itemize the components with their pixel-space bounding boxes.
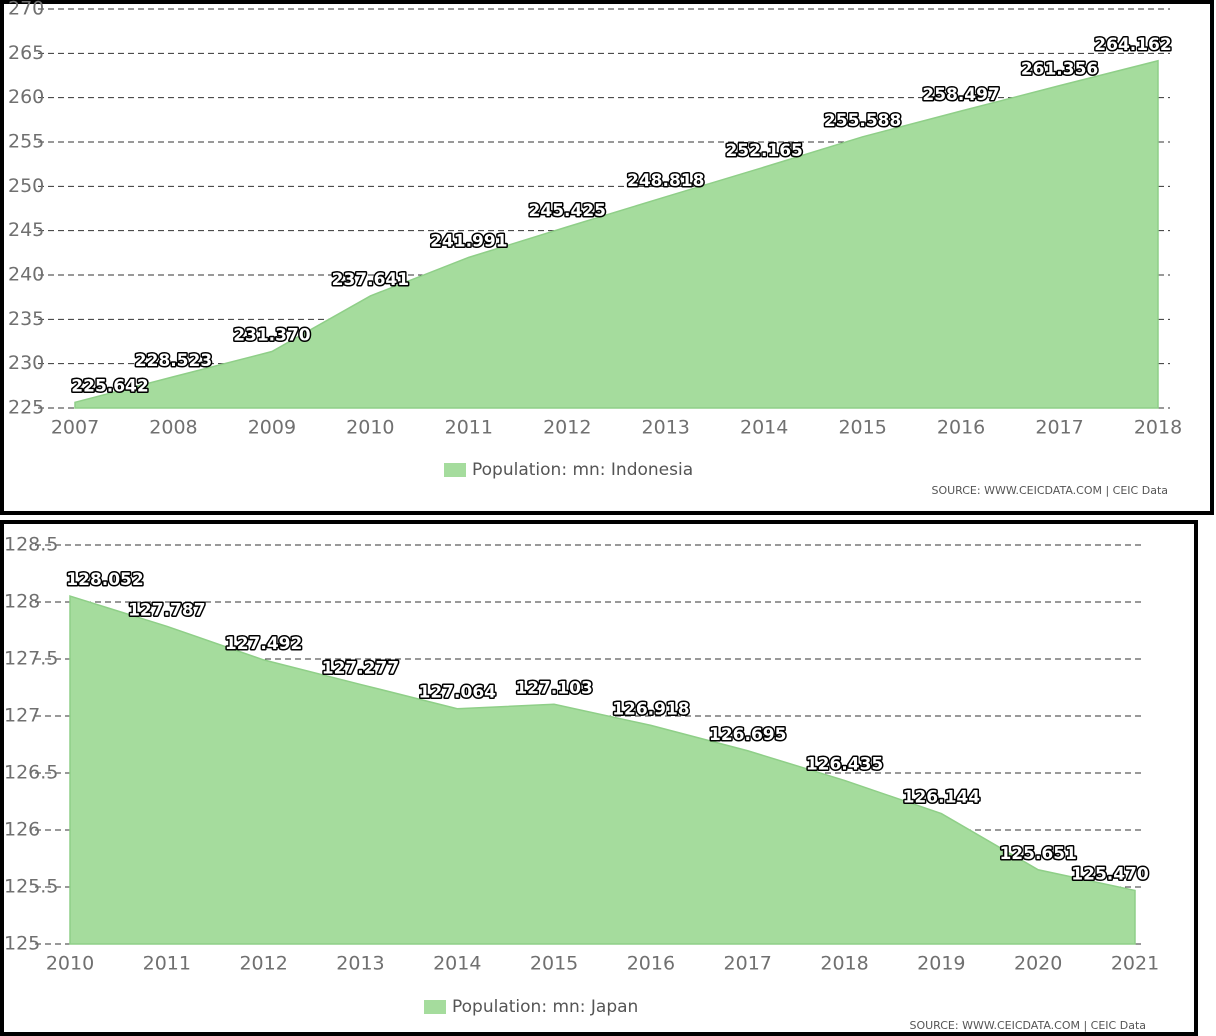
x-tick-label: 2009 — [248, 417, 296, 439]
x-tick-label: 2015 — [530, 953, 578, 975]
x-tick-label: 2014 — [740, 417, 788, 439]
data-label: 245.425 — [529, 201, 606, 221]
y-tick-label: 230 — [8, 352, 44, 374]
x-tick-label: 2010 — [346, 417, 394, 439]
x-tick-label: 2007 — [51, 417, 99, 439]
data-label: 252.165 — [725, 141, 802, 161]
legend-label: Population: mn: Japan — [452, 997, 638, 1017]
y-tick-label: 127.5 — [4, 648, 58, 670]
x-tick-label: 2010 — [46, 953, 94, 975]
y-tick-label: 270 — [8, 0, 44, 20]
legend-swatch — [424, 1000, 446, 1014]
data-label: 125.651 — [999, 844, 1076, 864]
x-tick-label: 2012 — [543, 417, 591, 439]
data-label: 261.356 — [1021, 60, 1098, 80]
source: SOURCE: WWW.CEICDATA.COM | CEIC Data — [909, 1019, 1146, 1032]
data-label: 127.064 — [419, 683, 497, 703]
y-tick-label: 245 — [8, 219, 44, 241]
y-tick-label: 126 — [4, 819, 40, 841]
data-label: 128.052 — [66, 570, 143, 590]
y-tick-label: 125 — [4, 933, 40, 955]
data-label: 231.370 — [233, 326, 311, 346]
x-tick-label: 2018 — [1134, 417, 1182, 439]
x-tick-label: 2013 — [336, 953, 384, 975]
x-tick-label: 2015 — [838, 417, 886, 439]
panel-border — [0, 520, 1198, 1036]
x-tick-label: 2021 — [1111, 953, 1159, 975]
x-tick-label: 2020 — [1014, 953, 1062, 975]
y-tick-label: 128 — [4, 591, 40, 613]
data-label: 127.787 — [128, 600, 205, 620]
y-tick-label: 125.5 — [4, 876, 58, 898]
area — [74, 59, 1159, 409]
data-label: 264.162 — [1094, 35, 1171, 55]
x-tick-label: 2017 — [1035, 417, 1083, 439]
data-label: 125.470 — [1071, 864, 1149, 884]
data-label: 126.695 — [709, 725, 786, 745]
y-tick-label: 225 — [8, 397, 44, 419]
source: SOURCE: WWW.CEICDATA.COM | CEIC Data — [931, 484, 1168, 497]
x-tick-label: 2011 — [143, 953, 191, 975]
y-tick-label: 127 — [4, 705, 40, 727]
panel-border — [0, 0, 1214, 515]
x-tick-label: 2014 — [433, 953, 481, 975]
data-label: 255.588 — [824, 111, 901, 131]
y-tick-label: 240 — [8, 264, 44, 286]
data-label: 237.641 — [332, 270, 409, 290]
y-tick-label: 265 — [8, 42, 44, 64]
y-tick-label: 260 — [8, 86, 44, 108]
x-tick-label: 2008 — [149, 417, 197, 439]
data-label: 126.918 — [612, 699, 689, 719]
x-tick-label: 2018 — [820, 953, 868, 975]
data-label: 228.523 — [135, 351, 212, 371]
data-label: 127.277 — [322, 658, 399, 678]
x-tick-label: 2012 — [239, 953, 287, 975]
y-tick-label: 128.5 — [4, 534, 58, 556]
x-tick-label: 2013 — [642, 417, 690, 439]
data-label: 126.144 — [903, 788, 981, 808]
x-tick-label: 2016 — [937, 417, 985, 439]
y-tick-label: 255 — [8, 131, 44, 153]
y-tick-label: 126.5 — [4, 762, 58, 784]
data-label: 127.103 — [515, 678, 592, 698]
x-tick-label: 2016 — [627, 953, 675, 975]
x-tick-label: 2019 — [917, 953, 965, 975]
data-label: 126.435 — [806, 754, 883, 774]
data-label: 225.642 — [71, 376, 148, 396]
y-tick-label: 235 — [8, 308, 44, 330]
x-tick-label: 2017 — [724, 953, 772, 975]
legend-swatch — [444, 463, 466, 477]
y-tick-label: 250 — [8, 175, 44, 197]
legend-label: Population: mn: Indonesia — [472, 460, 693, 480]
x-tick-label: 2011 — [445, 417, 493, 439]
data-label: 248.818 — [627, 171, 704, 191]
data-label: 127.492 — [225, 634, 302, 654]
area — [69, 595, 1136, 945]
data-label: 241.991 — [430, 231, 507, 251]
data-label: 258.497 — [922, 85, 999, 105]
